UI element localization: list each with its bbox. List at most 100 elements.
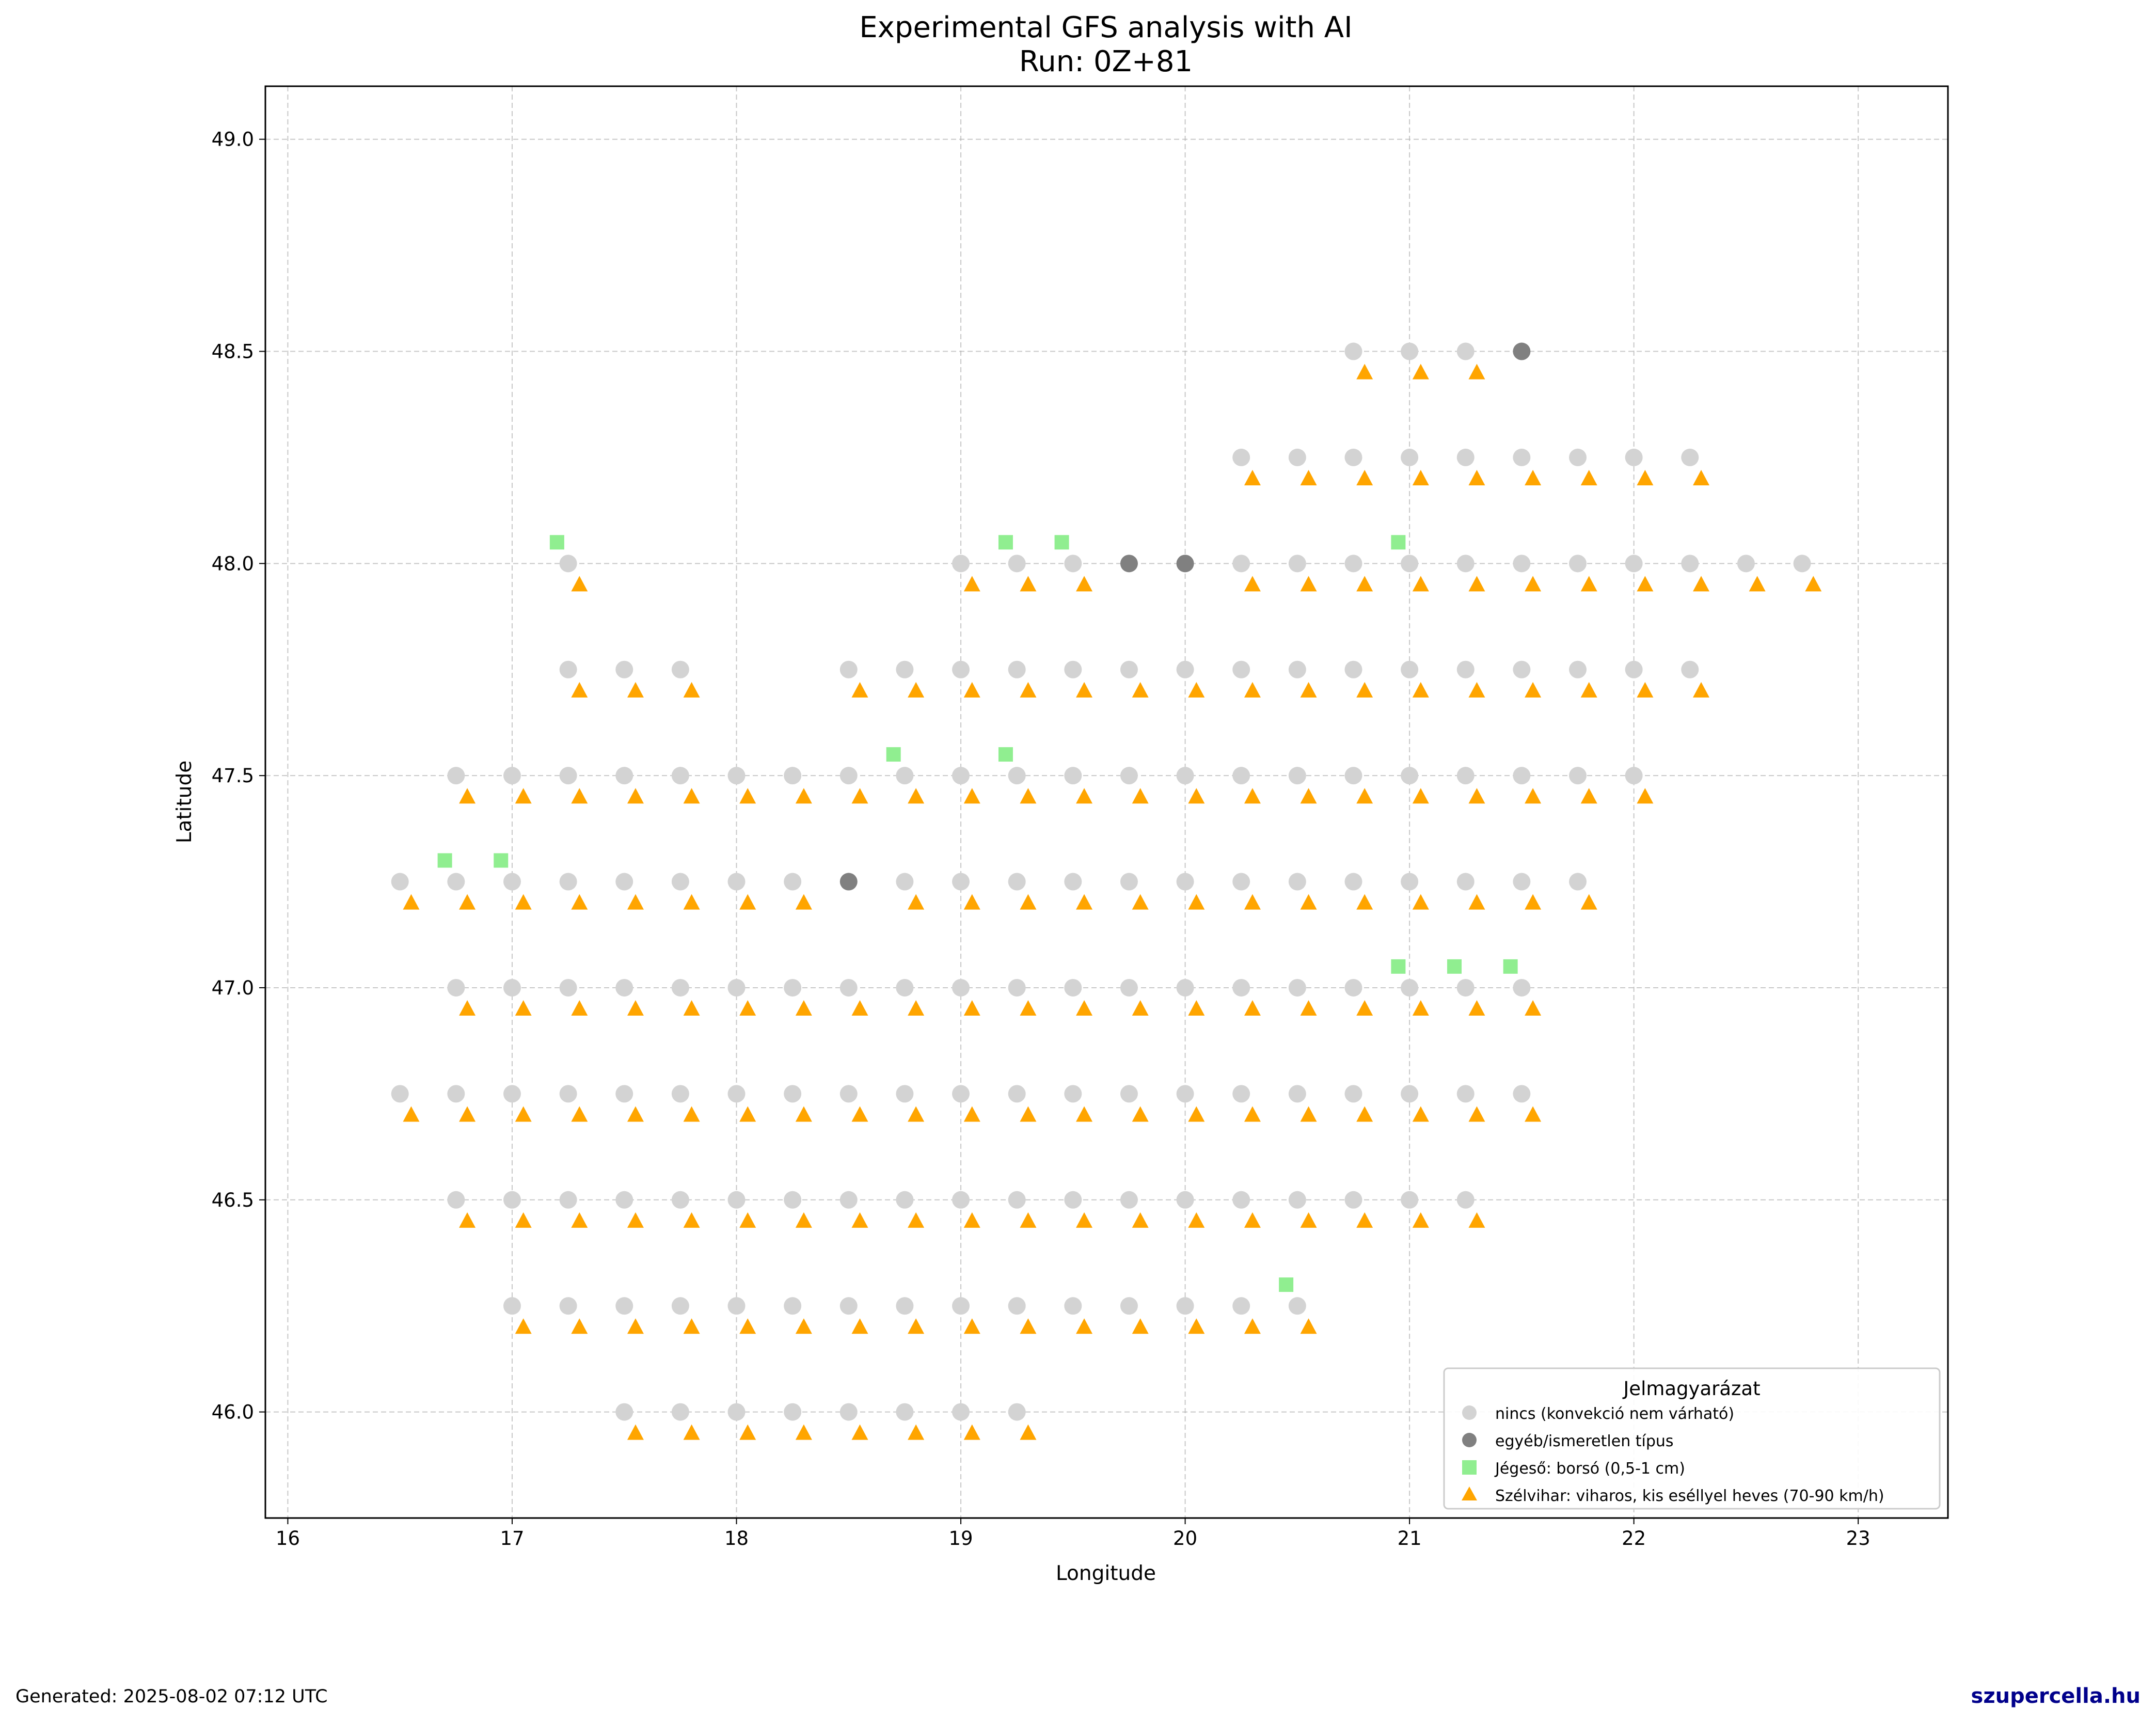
- point-series-3: [1412, 788, 1429, 804]
- point-series-3: [1076, 788, 1093, 804]
- legend-title: Jelmagyarázat: [1622, 1378, 1760, 1400]
- point-series-0: [615, 873, 633, 891]
- point-series-0: [896, 1085, 914, 1103]
- point-series-3: [627, 788, 644, 804]
- point-series-0: [1344, 1191, 1362, 1209]
- point-series-0: [1401, 1085, 1419, 1103]
- point-series-3: [515, 1106, 532, 1122]
- x-axis-label: Longitude: [1056, 1562, 1156, 1585]
- point-series-3: [1076, 682, 1093, 698]
- point-series-0: [1176, 978, 1194, 997]
- point-series-0: [1064, 1297, 1082, 1315]
- point-series-0: [727, 873, 746, 891]
- point-series-1: [1513, 342, 1531, 360]
- x-tick-label: 18: [724, 1527, 749, 1550]
- point-series-0: [784, 767, 802, 785]
- point-series-3: [571, 682, 588, 698]
- point-series-3: [908, 894, 925, 910]
- point-series-3: [851, 1318, 868, 1334]
- point-series-3: [1244, 1318, 1261, 1334]
- point-series-0: [1401, 978, 1419, 997]
- point-series-3: [403, 1106, 420, 1122]
- point-series-0: [503, 873, 521, 891]
- point-series-3: [1244, 894, 1261, 910]
- axis-ticks: 16 17 18 19 20 21 22 23 46.0 46.5 47.0 47.5 48.0 48.5…: [212, 129, 1870, 1550]
- point-series-0: [1232, 448, 1250, 466]
- point-series-0: [1232, 555, 1250, 573]
- point-series-3: [1076, 1106, 1093, 1122]
- point-series-3: [1412, 894, 1429, 910]
- point-series-1: [1176, 555, 1194, 573]
- point-series-0: [784, 873, 802, 891]
- point-series-0: [1569, 555, 1587, 573]
- point-series-0: [447, 978, 465, 997]
- point-series-0: [1232, 1085, 1250, 1103]
- point-series-0: [1625, 767, 1643, 785]
- point-series-0: [1737, 555, 1755, 573]
- point-series-2: [998, 535, 1013, 550]
- brand-link[interactable]: szupercella.hu: [1971, 1684, 2141, 1708]
- point-series-3: [1020, 1318, 1037, 1334]
- point-series-0: [1008, 1403, 1026, 1421]
- point-series-3: [851, 1000, 868, 1016]
- point-series-3: [851, 1424, 868, 1440]
- point-series-0: [952, 767, 970, 785]
- point-series-3: [1468, 1000, 1485, 1016]
- point-series-0: [952, 978, 970, 997]
- point-series-3: [459, 788, 476, 804]
- point-series-2: [437, 853, 452, 868]
- point-series-3: [1356, 1212, 1373, 1228]
- point-series-0: [671, 873, 689, 891]
- x-tick-label: 16: [276, 1527, 300, 1550]
- point-series-0: [1456, 767, 1475, 785]
- point-series-0: [1513, 1085, 1531, 1103]
- y-tick-label: 46.0: [212, 1401, 254, 1424]
- point-series-0: [839, 1191, 858, 1209]
- point-series-0: [615, 1191, 633, 1209]
- point-series-0: [503, 1191, 521, 1209]
- point-series-0: [1513, 767, 1531, 785]
- point-series-3: [1637, 788, 1654, 804]
- point-series-0: [1456, 342, 1475, 360]
- point-series-3: [1525, 1000, 1542, 1016]
- point-series-0: [615, 1085, 633, 1103]
- point-series-0: [1176, 1297, 1194, 1315]
- point-series-3: [683, 1000, 700, 1016]
- point-series-3: [1412, 576, 1429, 592]
- y-tick-label: 47.5: [212, 765, 254, 787]
- point-series-3: [683, 788, 700, 804]
- point-series-3: [908, 788, 925, 804]
- point-series-0: [1008, 660, 1026, 678]
- point-series-0: [503, 767, 521, 785]
- point-series-0: [1064, 873, 1082, 891]
- point-series-0: [1513, 978, 1531, 997]
- point-series-0: [671, 1297, 689, 1315]
- point-series-0: [1625, 555, 1643, 573]
- point-series-0: [1176, 1085, 1194, 1103]
- point-series-3: [1300, 682, 1317, 698]
- point-series-3: [1468, 894, 1485, 910]
- point-series-0: [952, 1297, 970, 1315]
- point-series-0: [1120, 767, 1138, 785]
- point-series-3: [908, 1424, 925, 1440]
- point-series-3: [963, 1106, 980, 1122]
- point-series-0: [1120, 1191, 1138, 1209]
- point-series-3: [1356, 1000, 1373, 1016]
- y-tick-label: 47.0: [212, 977, 254, 999]
- x-tick-label: 20: [1173, 1527, 1197, 1550]
- point-series-3: [1356, 682, 1373, 698]
- point-series-0: [1008, 1297, 1026, 1315]
- point-series-0: [1008, 1085, 1026, 1103]
- point-series-0: [1344, 555, 1362, 573]
- point-series-3: [1300, 470, 1317, 486]
- point-series-3: [1637, 682, 1654, 698]
- point-series-3: [1693, 682, 1710, 698]
- point-series-0: [447, 1191, 465, 1209]
- legend-box: [1443, 1367, 1941, 1510]
- point-series-0: [1120, 978, 1138, 997]
- point-series-0: [952, 1403, 970, 1421]
- point-series-2: [998, 747, 1013, 762]
- point-series-0: [1456, 873, 1475, 891]
- point-series-0: [896, 767, 914, 785]
- point-series-0: [1401, 342, 1419, 360]
